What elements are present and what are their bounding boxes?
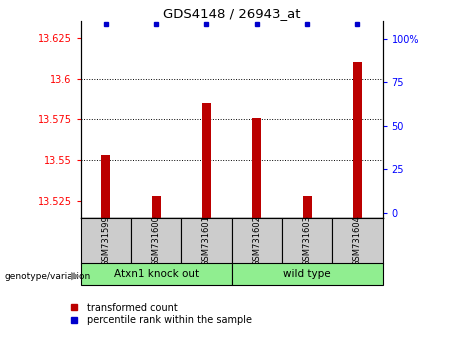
Text: GSM731602: GSM731602 bbox=[252, 215, 261, 266]
Bar bbox=[181, 218, 231, 264]
Title: GDS4148 / 26943_at: GDS4148 / 26943_at bbox=[163, 7, 301, 20]
Bar bbox=[81, 263, 231, 285]
Legend: transformed count, percentile rank within the sample: transformed count, percentile rank withi… bbox=[60, 299, 256, 329]
Bar bbox=[231, 263, 383, 285]
Bar bbox=[152, 196, 161, 218]
Text: GSM731603: GSM731603 bbox=[302, 215, 312, 266]
Bar bbox=[353, 62, 362, 218]
Bar bbox=[302, 196, 312, 218]
Text: ▶: ▶ bbox=[71, 271, 80, 281]
Bar bbox=[131, 218, 181, 264]
Text: GSM731600: GSM731600 bbox=[152, 215, 161, 266]
Bar bbox=[81, 218, 131, 264]
Text: wild type: wild type bbox=[284, 269, 331, 279]
Text: GSM731604: GSM731604 bbox=[353, 215, 362, 266]
Bar bbox=[332, 218, 383, 264]
Bar bbox=[231, 218, 282, 264]
Bar bbox=[202, 103, 211, 218]
Bar bbox=[252, 118, 261, 218]
Bar bbox=[101, 155, 110, 218]
Text: genotype/variation: genotype/variation bbox=[5, 272, 91, 281]
Text: GSM731599: GSM731599 bbox=[101, 215, 110, 266]
Text: Atxn1 knock out: Atxn1 knock out bbox=[113, 269, 199, 279]
Bar bbox=[282, 218, 332, 264]
Text: GSM731601: GSM731601 bbox=[202, 215, 211, 266]
